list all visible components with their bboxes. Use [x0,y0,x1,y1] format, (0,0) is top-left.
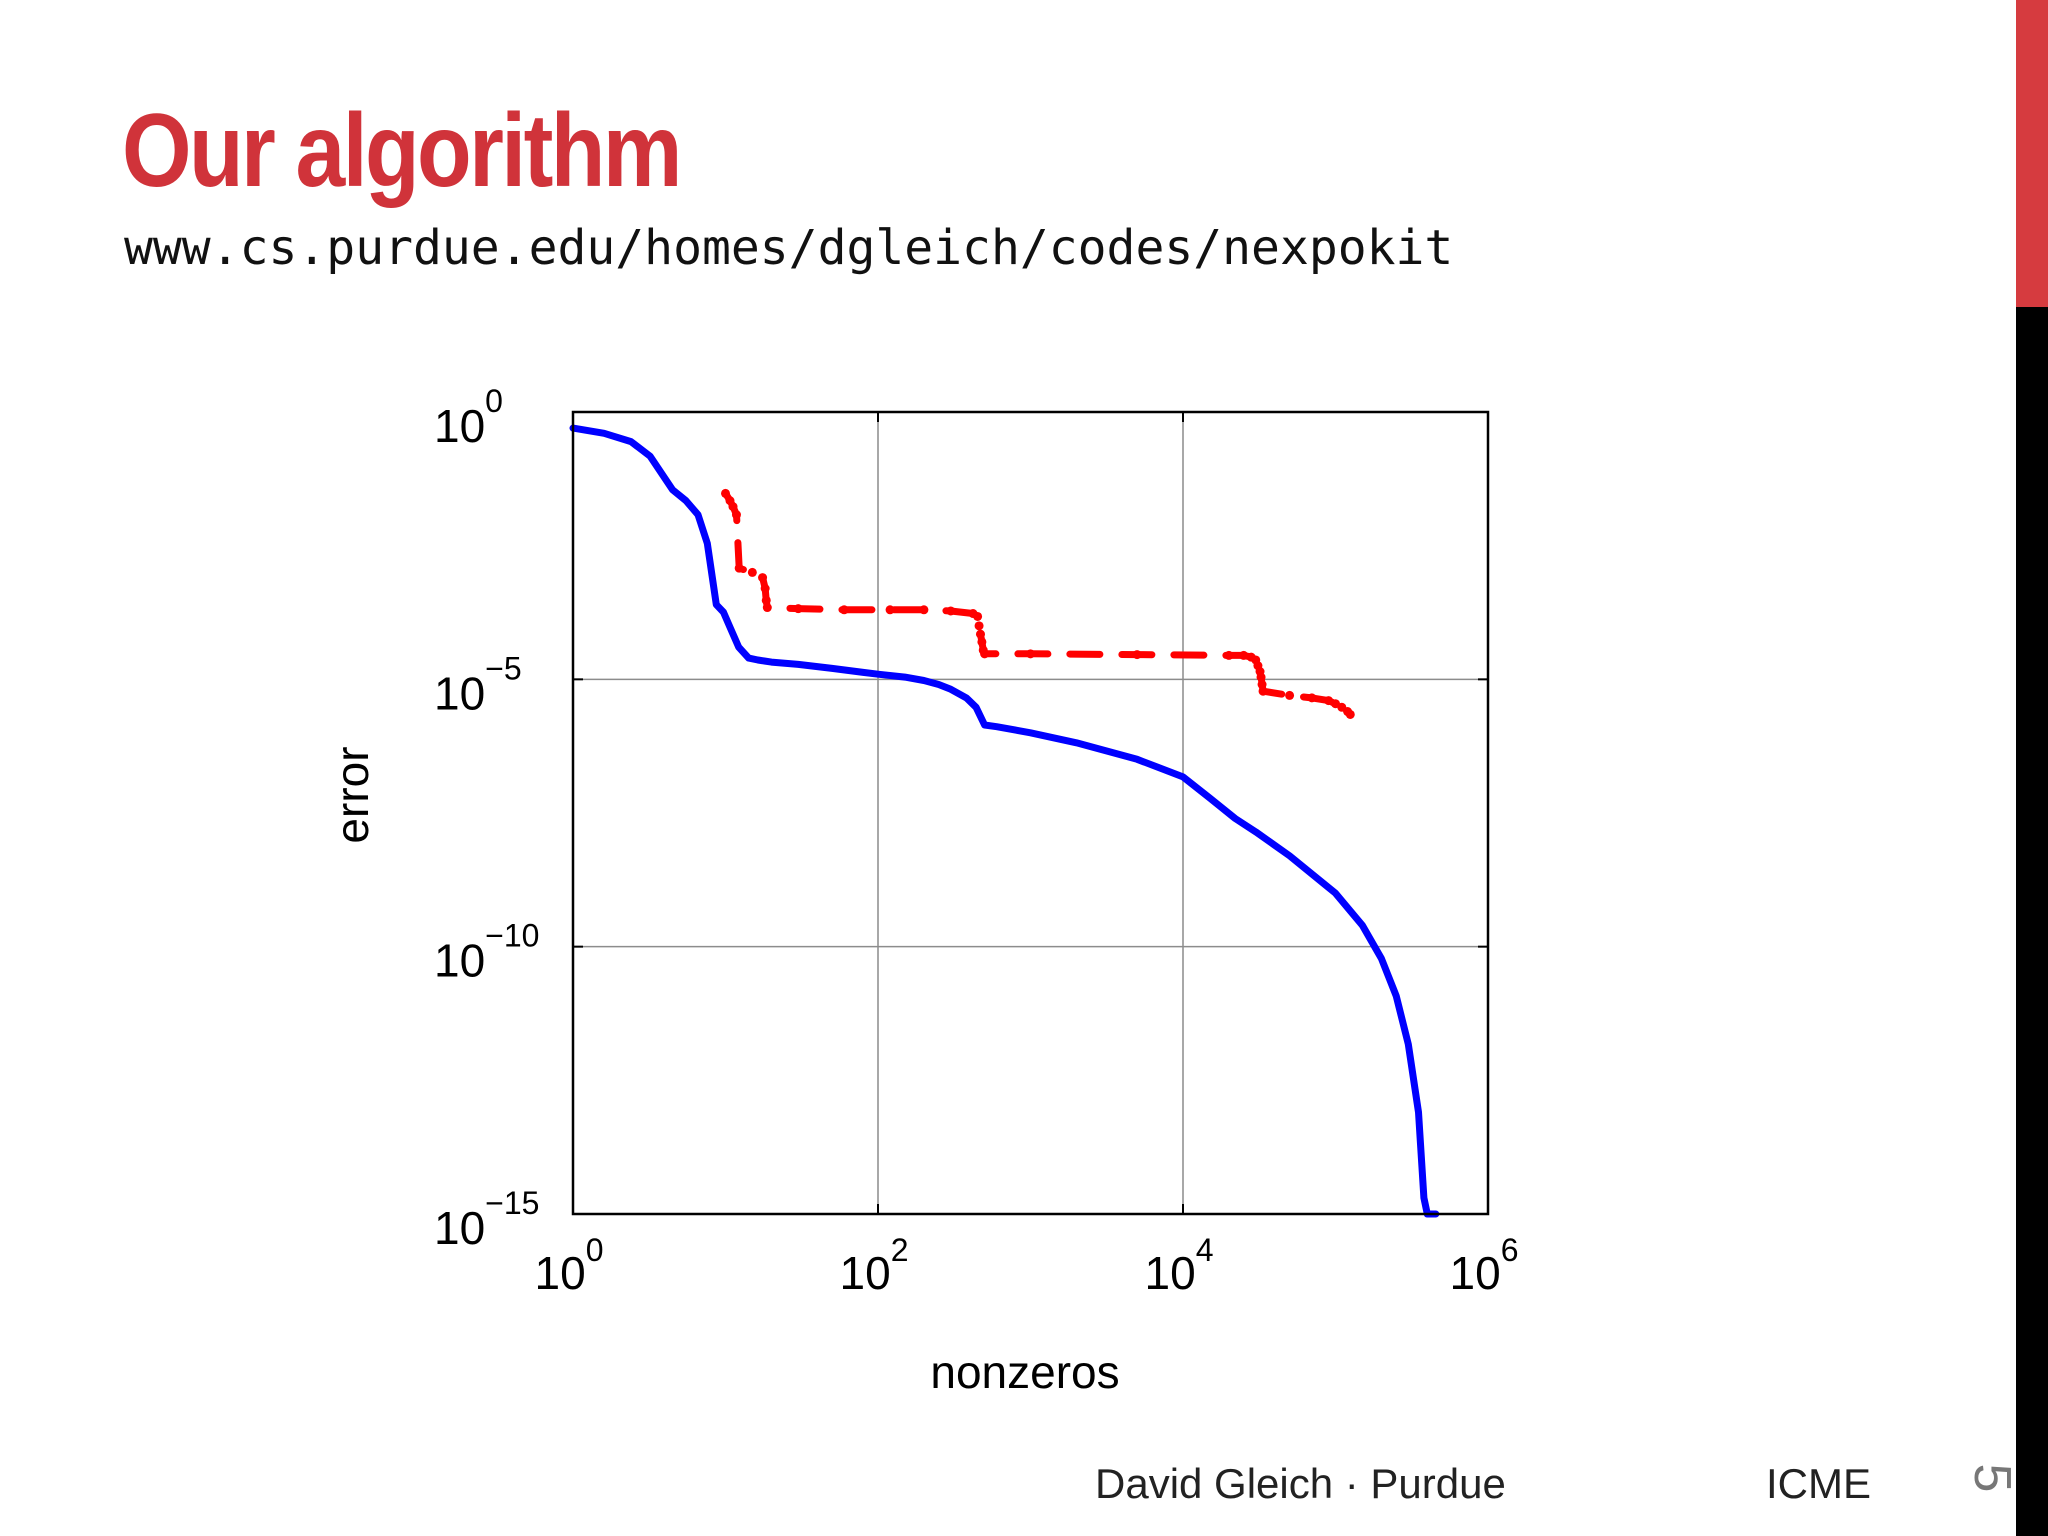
data-point [728,502,738,512]
data-point [762,603,772,613]
y-tick-label: 10−5 [434,650,522,719]
x-tick-label: 102 [840,1232,909,1299]
data-point [1239,650,1249,660]
y-tick-label: 10−10 [434,918,539,987]
data-point [793,604,803,614]
x-tick-label: 104 [1145,1232,1214,1299]
data-point [975,629,985,639]
data-point [1256,672,1266,682]
data-point [1224,650,1234,660]
data-point [721,488,730,498]
side-bar-accent [2016,0,2048,307]
side-bar [2016,0,2048,1536]
x-axis-label: nonzeros [930,1346,1119,1398]
data-point [839,605,849,615]
data-point [977,637,987,647]
side-bar-dark [2016,307,2048,1536]
data-point [919,605,929,615]
series-line-blue [569,424,1440,1218]
data-point [885,605,895,615]
slide-title: Our algorithm [122,93,682,209]
data-point [973,611,983,621]
slide-url: www.cs.purdue.edu/homes/dgleich/codes/ne… [124,220,1454,276]
series-line-red [722,489,1354,718]
series-layer [569,424,1440,1218]
data-point [761,595,771,605]
plot-frame [571,410,1490,1216]
data-point [1307,693,1317,703]
footer-author: David Gleich · Purdue [1095,1460,1506,1507]
x-tick-label: 100 [535,1232,604,1299]
y-axis-label: error [326,746,378,843]
data-point [1324,696,1334,706]
data-point [1285,690,1295,700]
data-point [980,649,990,659]
data-point [1257,680,1267,690]
data-point [946,606,956,616]
data-point [1132,650,1142,660]
data-point [747,567,757,577]
data-point [760,583,770,593]
data-point [731,510,741,520]
page-number: 5 [1963,1463,2021,1493]
x-tick-label: 106 [1450,1232,1519,1299]
data-point [1345,709,1355,719]
tick-labels: 100 102 104 106 100 10−5 10−10 10−15 [434,383,1518,1299]
data-point [734,563,744,573]
axis-ticks [573,412,1488,1214]
data-point [1026,649,1035,659]
data-point [758,573,768,583]
data-point [1258,686,1268,696]
footer-org: ICME [1766,1460,1871,1507]
data-point [974,621,984,631]
y-tick-label: 10−15 [434,1185,539,1254]
y-tick-label: 100 [434,383,503,452]
grid-lines [573,412,1488,1214]
